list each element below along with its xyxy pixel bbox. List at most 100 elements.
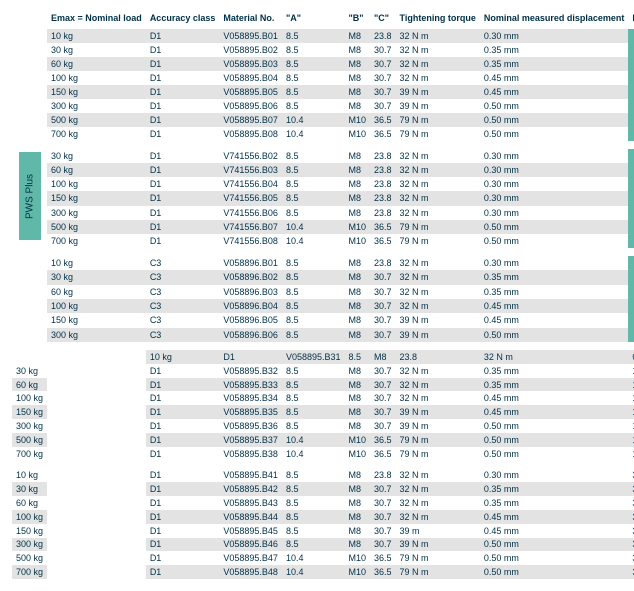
cell-b: M8 (345, 149, 371, 163)
cell-mat: V058895.B44 (219, 510, 282, 524)
cell-c: 30.7 (370, 270, 396, 284)
cell-c: 30.7 (370, 57, 396, 71)
cell-tq: 32 N m (396, 482, 480, 496)
cell-b: M8 (345, 85, 371, 99)
cell-emax: 30 kg (12, 364, 47, 378)
th-a: "A" (282, 12, 345, 29)
cell-mat: V058895.B37 (219, 433, 282, 447)
cell-a: 8.5 (282, 256, 345, 270)
cell-disp: 0.50 mm (480, 234, 629, 248)
cell-c: 23.8 (370, 149, 396, 163)
cell-a: 10.4 (282, 551, 345, 565)
cell-acc: D1 (146, 469, 220, 483)
cell-atex: 1D/2G (628, 405, 634, 419)
cell-disp: 0.50 mm (480, 565, 629, 579)
th-emax: Emax = Nominal load (47, 12, 146, 29)
cell-a: 8.5 (282, 57, 345, 71)
cell-tq: 39 m (396, 524, 480, 538)
table-row: 500 kgD1V058895.B0710.4M1036.579 N m0.50… (12, 113, 634, 127)
cell-a: 8.5 (282, 313, 345, 327)
cell-c: 30.7 (370, 99, 396, 113)
cell-acc: D1 (146, 149, 220, 163)
cell-c: 30.7 (370, 391, 396, 405)
cell-acc: D1 (146, 85, 220, 99)
table-row: 30 kgD1V741556.B028.5M823.832 N m0.30 mm… (12, 149, 634, 163)
cell-emax: 30 kg (47, 149, 146, 163)
cell-mat: V058895.B02 (219, 43, 282, 57)
cell-atex: 3GD (628, 524, 634, 538)
cell-disp: 0.50 mm (480, 419, 629, 433)
cell-mat: V058895.B43 (219, 496, 282, 510)
cell-acc: D1 (146, 433, 220, 447)
cell-mat: V058895.B36 (219, 419, 282, 433)
cell-a: 8.5 (282, 391, 345, 405)
cell-c: 23.8 (370, 29, 396, 43)
cell-tq: 79 N m (396, 433, 480, 447)
table-wrap: Emax = Nominal load Accuracy class Mater… (12, 12, 634, 579)
cell-a: 8.5 (282, 71, 345, 85)
cell-emax: 60 kg (12, 496, 47, 510)
cell-tq: 39 N m (396, 419, 480, 433)
left-vertical-label: PWS Plus (19, 152, 41, 240)
cell-acc: D1 (146, 234, 220, 248)
cell-tq: 32 N m (396, 163, 480, 177)
cell-acc: D1 (146, 163, 220, 177)
cell-atex: 1D/2G (628, 433, 634, 447)
cell-c: 30.7 (370, 71, 396, 85)
cell-mat: V058895.B31 (282, 350, 345, 364)
cell-disp: 0.50 mm (480, 220, 629, 234)
cell-tq: 32 N m (396, 43, 480, 57)
cell-emax: 10 kg (12, 469, 47, 483)
cell-tq: 32 N m (396, 177, 480, 191)
cell-a: 8.5 (282, 285, 345, 299)
cell-emax: 30 kg (47, 43, 146, 57)
table-row: 60 kgD1V058895.B038.5M830.732 N m0.35 mm (12, 57, 634, 71)
cell-atex: 1D/2G (628, 378, 634, 392)
cell-c: 36.5 (370, 551, 396, 565)
cell-emax: 150 kg (47, 313, 146, 327)
cell-a: 8.5 (282, 299, 345, 313)
cell-b: M8 (345, 206, 371, 220)
cell-emax: 100 kg (12, 391, 47, 405)
cell-mat: V058895.B48 (219, 565, 282, 579)
cell-disp: 0.35 mm (480, 270, 629, 284)
cell-disp: 0.30 mm (628, 350, 634, 364)
table-row: 300 kgD1V741556.B068.5M823.832 N m0.30 m… (12, 206, 634, 220)
cell-emax: 150 kg (12, 405, 47, 419)
cell-a: 8.5 (282, 328, 345, 342)
cell-emax: 10 kg (47, 29, 146, 43)
table-row: 60 kgC3V058896.B038.5M830.732 N m0.35 mm (12, 285, 634, 299)
cell-atex: 1D/2G (628, 391, 634, 405)
cell-disp: 0.30 mm (480, 149, 629, 163)
cell-tq: 32 N m (396, 469, 480, 483)
cell-tq: 79 N m (396, 127, 480, 141)
cell-acc: D1 (146, 419, 220, 433)
cell-tq: 39 N m (396, 85, 480, 99)
cell-acc: D1 (146, 524, 220, 538)
cell-acc: D1 (146, 364, 220, 378)
cell-b: M8 (345, 378, 371, 392)
cell-disp: 0.50 mm (480, 447, 629, 461)
th-design: Design (628, 12, 634, 29)
cell-disp: 0.35 mm (480, 496, 629, 510)
cell-tq: 32 N m (396, 378, 480, 392)
cell-acc: D1 (146, 482, 220, 496)
cell-disp: 0.45 mm (480, 391, 629, 405)
cell-b: M8 (345, 43, 371, 57)
cell-disp: 0.50 mm (480, 433, 629, 447)
cell-tq: 32 N m (396, 299, 480, 313)
cell-a: 8.5 (282, 482, 345, 496)
cell-tq: 79 N m (396, 220, 480, 234)
cell-tq: 32 N m (396, 206, 480, 220)
cell-tq: 79 N m (396, 565, 480, 579)
cell-c: 30.7 (370, 482, 396, 496)
cell-emax: 100 kg (47, 299, 146, 313)
cell-c: 30.7 (370, 364, 396, 378)
cell-b: M8 (345, 538, 371, 552)
group-gap (12, 342, 634, 350)
table-row: PWS Plus10 kgD1V058895.B018.5M823.832 N … (12, 29, 634, 43)
cell-acc: D1 (146, 496, 220, 510)
table-row: 700 kgD1V058895.B0810.4M1036.579 N m0.50… (12, 127, 634, 141)
cell-emax: 10 kg (146, 350, 220, 364)
cell-acc: D1 (146, 43, 220, 57)
